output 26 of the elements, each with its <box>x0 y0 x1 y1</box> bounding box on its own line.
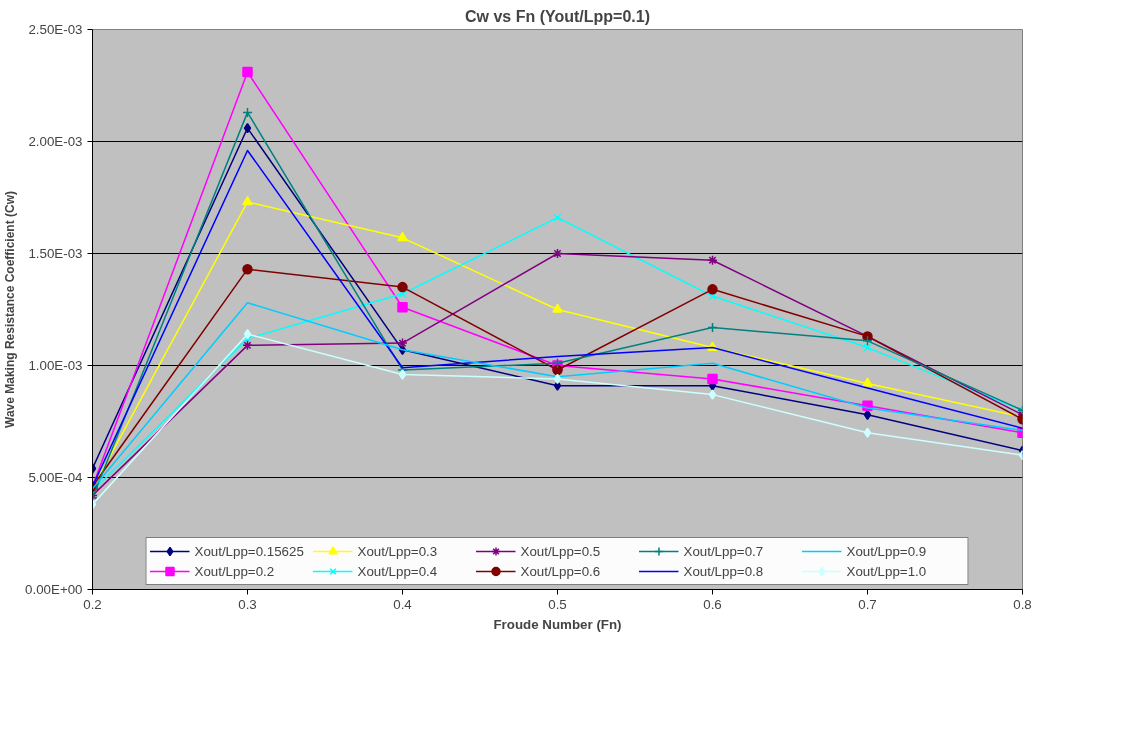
x-tick-label: 0.4 <box>393 596 413 612</box>
x-tick-label: 0.2 <box>83 596 102 612</box>
y-tick-label: 5.00E-04 <box>28 470 84 485</box>
x-axis-title: Froude Number (Fn) <box>493 616 622 632</box>
legend-label: Xout/Lpp=0.4 <box>357 563 439 579</box>
legend-label: Xout/Lpp=0.2 <box>194 563 276 579</box>
x-tick-label: 0.8 <box>1013 596 1032 612</box>
legend-label: Xout/Lpp=0.15625 <box>194 543 305 559</box>
legend-label: Xout/Lpp=0.3 <box>357 543 439 559</box>
x-tick-label: 0.5 <box>548 596 567 612</box>
legend-label: Xout/Lpp=0.8 <box>683 563 765 579</box>
y-tick-label: 1.00E-03 <box>28 358 83 373</box>
legend-label: Xout/Lpp=0.6 <box>520 563 602 579</box>
y-tick-label: 1.50E-03 <box>28 246 83 261</box>
legend-label: Xout/Lpp=0.7 <box>683 543 765 559</box>
y-tick-label: 2.00E-03 <box>28 134 83 149</box>
y-axis-title: Wave Making Resistance Coefficient (Cw) <box>3 191 18 428</box>
y-tick-label: 2.50E-03 <box>28 22 83 37</box>
x-tick-label: 0.3 <box>238 596 257 612</box>
legend-label: Xout/Lpp=0.5 <box>520 543 602 559</box>
chart-title: Cw vs Fn (Yout/Lpp=0.1) <box>464 7 651 25</box>
x-tick-label: 0.6 <box>703 596 722 612</box>
x-tick-label: 0.7 <box>858 596 877 612</box>
y-tick-label: 0.00E+00 <box>25 582 83 597</box>
legend-label: Xout/Lpp=1.0 <box>846 563 928 579</box>
legend-label: Xout/Lpp=0.9 <box>846 543 928 559</box>
